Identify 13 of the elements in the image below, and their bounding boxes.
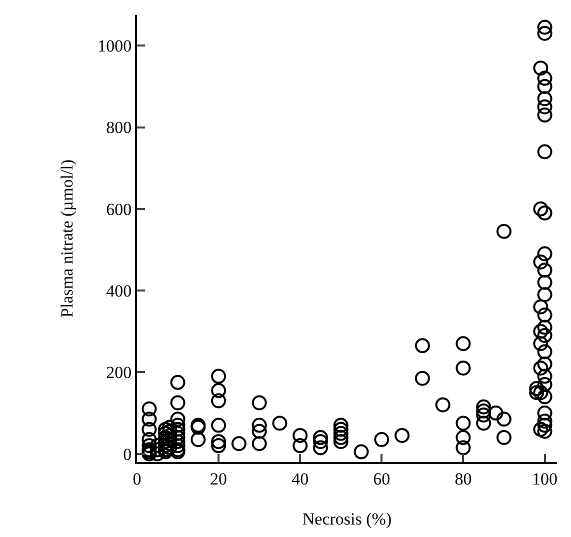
x-tick-label: 80 bbox=[454, 469, 472, 488]
y-tick-label: 1000 bbox=[98, 36, 132, 56]
x-tick-label: 20 bbox=[210, 469, 228, 488]
y-tick-label: 800 bbox=[106, 118, 132, 138]
y-tick-label: 400 bbox=[106, 282, 132, 300]
x-axis-title: Necrosis (%) bbox=[302, 509, 392, 528]
x-tick-label: 100 bbox=[532, 469, 558, 488]
y-tick-label: 0 bbox=[123, 444, 132, 464]
y-tick-label: 600 bbox=[106, 200, 132, 219]
y-tick-label: 200 bbox=[106, 363, 132, 382]
y-axis-title: Plasma nitrate (µmol/l) bbox=[58, 159, 77, 318]
x-tick-label: 60 bbox=[373, 469, 390, 488]
x-tick-label: 40 bbox=[292, 469, 309, 488]
